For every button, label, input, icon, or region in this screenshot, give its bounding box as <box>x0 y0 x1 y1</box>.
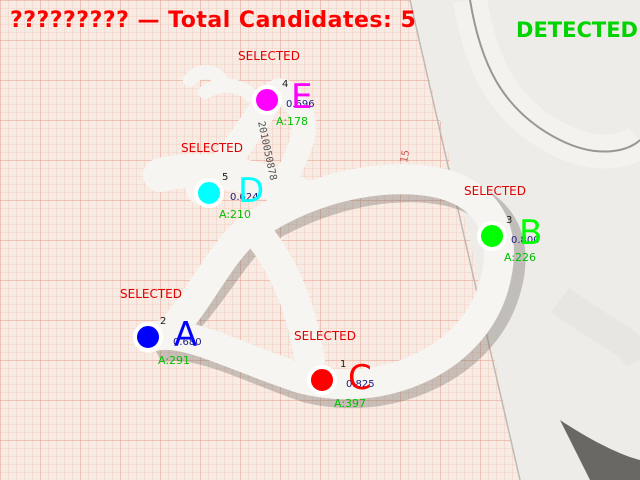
cable-shadow <box>469 0 640 153</box>
candidate-area: A:210 <box>219 208 252 221</box>
selected-label: SELECTED <box>464 184 526 198</box>
candidate-area: A:397 <box>334 397 367 410</box>
candidate-area: A:178 <box>276 115 309 128</box>
candidate-letter: E <box>291 77 313 117</box>
candidate-rank: 2 <box>160 316 167 327</box>
marker-dot[interactable] <box>307 365 337 395</box>
candidate-letter: D <box>238 171 265 211</box>
candidate-score: 0.624 <box>230 192 259 203</box>
marker-dot[interactable] <box>252 85 282 115</box>
window-title: ????????? — Total Candidates: 5 <box>10 8 417 33</box>
selected-label: SELECTED <box>181 141 243 155</box>
candidate-letter: B <box>519 213 543 253</box>
candidate-letter: C <box>348 358 372 398</box>
candidate-score: 0.800 <box>511 235 540 246</box>
ruler-mark: 15 <box>399 149 412 163</box>
selected-label: SELECTED <box>238 49 300 63</box>
cable-lower <box>551 287 640 368</box>
marker-dot[interactable] <box>133 322 163 352</box>
selected-label: SELECTED <box>120 287 182 301</box>
candidate-score: 0.696 <box>286 99 315 110</box>
detection-status: DETECTED <box>516 18 638 42</box>
marker-dot[interactable] <box>194 178 224 208</box>
candidate-score: 0.680 <box>173 337 202 348</box>
candidate-letter: A <box>174 315 198 355</box>
dark-corner <box>560 420 640 480</box>
candidate-rank: 4 <box>282 79 289 90</box>
sheet-edge <box>409 0 521 480</box>
selected-label: SELECTED <box>294 329 356 343</box>
candidate-area: A:291 <box>158 354 191 367</box>
candidate-rank: 3 <box>506 215 513 226</box>
candidate-area: A:226 <box>504 251 537 264</box>
candidate-score: 0.825 <box>346 379 375 390</box>
candidate-rank: 1 <box>340 359 347 370</box>
marker-dot[interactable] <box>477 221 507 251</box>
candidate-rank: 5 <box>222 172 229 183</box>
